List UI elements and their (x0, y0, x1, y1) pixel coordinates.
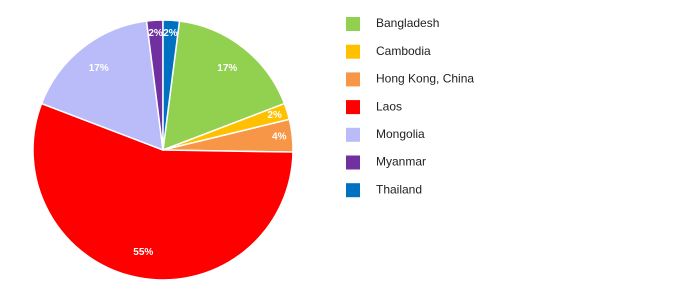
legend-label: Thailand (376, 182, 422, 196)
legend-swatch (346, 72, 360, 87)
legend-swatch (346, 44, 360, 59)
legend-swatch (346, 183, 360, 198)
data-label: 2% (267, 110, 282, 121)
data-label: 2% (148, 28, 163, 39)
pie-slice (32, 102, 294, 281)
legend-label: Laos (376, 99, 402, 113)
legend-label: Hong Kong, China (376, 72, 474, 86)
legend-label: Cambodia (376, 44, 431, 58)
pie-slice (40, 20, 164, 152)
data-label: 4% (272, 132, 287, 143)
data-label: 2% (163, 28, 178, 39)
legend-label: Mongolia (376, 127, 425, 141)
legend-swatch (346, 17, 360, 31)
legend-swatch (346, 100, 360, 115)
pie-slice (162, 19, 181, 151)
pie-slice (162, 20, 286, 152)
legend-swatch (346, 155, 360, 170)
data-label: 17% (89, 63, 109, 74)
legend-swatch (346, 127, 360, 142)
data-label: 17% (217, 63, 237, 74)
legend-label: Myanmar (376, 155, 426, 169)
data-label: 55% (133, 247, 153, 258)
legend-label: Bangladesh (376, 16, 439, 30)
